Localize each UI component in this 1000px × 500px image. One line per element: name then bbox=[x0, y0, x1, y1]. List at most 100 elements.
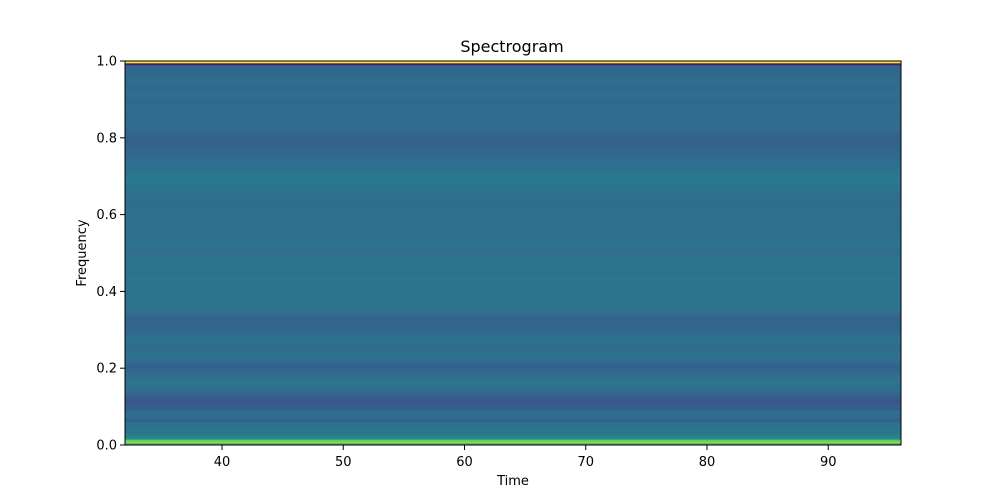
heatmap-band bbox=[125, 260, 901, 265]
heatmap-band bbox=[125, 64, 901, 70]
heatmap-band bbox=[125, 337, 901, 342]
heatmap-band bbox=[125, 183, 901, 189]
heatmap-band bbox=[125, 322, 901, 327]
x-tick-label: 50 bbox=[335, 455, 352, 470]
plot-frame bbox=[124, 60, 902, 446]
heatmap-band bbox=[125, 141, 901, 146]
heatmap-band bbox=[125, 226, 901, 231]
heatmap-band bbox=[125, 372, 901, 377]
heatmap-band bbox=[125, 168, 901, 173]
heatmap-band bbox=[125, 341, 901, 346]
heatmap-band bbox=[125, 218, 901, 223]
heatmap-band bbox=[125, 329, 901, 335]
heatmap-band bbox=[125, 118, 901, 123]
heatmap-band bbox=[125, 437, 901, 440]
heatmap-band bbox=[125, 164, 901, 169]
heatmap-band bbox=[125, 203, 901, 208]
y-tick-label: 0.8 bbox=[96, 131, 117, 146]
heatmap-band bbox=[125, 130, 901, 135]
heatmap-band bbox=[125, 153, 901, 158]
heatmap-band bbox=[125, 233, 901, 239]
heatmap-band bbox=[125, 360, 901, 365]
y-tick-label: 0.6 bbox=[96, 208, 117, 223]
heatmap-band bbox=[125, 302, 901, 308]
heatmap-band bbox=[125, 283, 901, 288]
heatmap-band bbox=[125, 245, 901, 250]
heatmap-band bbox=[125, 61, 901, 64]
x-tick-label: 90 bbox=[820, 455, 837, 470]
heatmap-band bbox=[125, 310, 901, 315]
heatmap-band bbox=[125, 299, 901, 304]
heatmap-band bbox=[125, 107, 901, 112]
y-axis-ticks: 0.0 0.2 0.4 0.6 0.8 1.0 bbox=[96, 55, 125, 454]
heatmap-band bbox=[125, 62, 901, 66]
heatmap-band bbox=[125, 95, 901, 100]
heatmap-band bbox=[125, 295, 901, 300]
heatmap-band bbox=[125, 160, 901, 166]
heatmap-band bbox=[125, 249, 901, 254]
heatmap-band bbox=[125, 395, 901, 400]
heatmap-band bbox=[125, 180, 901, 185]
heatmap-band bbox=[125, 256, 901, 262]
heatmap-band bbox=[125, 268, 901, 273]
x-tick-label: 60 bbox=[456, 455, 473, 470]
heatmap-band bbox=[125, 368, 901, 373]
heatmap-band bbox=[125, 103, 901, 108]
heatmap-band bbox=[125, 114, 901, 119]
y-tick-label: 0.0 bbox=[96, 439, 117, 454]
heatmap-band bbox=[125, 176, 901, 181]
heatmap-band bbox=[125, 206, 901, 212]
heatmap-band bbox=[125, 87, 901, 93]
heatmap-band bbox=[125, 349, 901, 354]
y-tick-label: 0.2 bbox=[96, 362, 117, 377]
heatmap-band bbox=[125, 375, 901, 381]
heatmap-band bbox=[125, 410, 901, 415]
heatmap-band bbox=[125, 137, 901, 143]
heatmap-band bbox=[125, 425, 901, 431]
heatmap-band bbox=[125, 356, 901, 361]
heatmap-band bbox=[125, 145, 901, 150]
heatmap-band bbox=[125, 325, 901, 331]
heatmap-band bbox=[125, 149, 901, 154]
heatmap-band bbox=[125, 406, 901, 411]
heatmap-band bbox=[125, 84, 901, 89]
y-axis-label: Frequency bbox=[75, 219, 90, 286]
heatmap-band bbox=[125, 291, 901, 296]
heatmap-band bbox=[125, 441, 901, 444]
heatmap-band bbox=[125, 314, 901, 319]
heatmap-band bbox=[125, 76, 901, 81]
heatmap-band bbox=[125, 172, 901, 177]
heatmap-band bbox=[125, 433, 901, 436]
heatmap-band bbox=[125, 237, 901, 242]
heatmap-band bbox=[125, 187, 901, 192]
heatmap-band bbox=[125, 402, 901, 407]
x-axis-ticks: 40 50 60 70 80 90 bbox=[214, 445, 837, 470]
heatmap-band bbox=[125, 345, 901, 350]
heatmap-band bbox=[125, 318, 901, 323]
heatmap-band bbox=[125, 387, 901, 392]
heatmap-band bbox=[125, 443, 901, 446]
heatmap-band bbox=[125, 133, 901, 139]
heatmap-band bbox=[125, 435, 901, 438]
heatmap-band bbox=[125, 287, 901, 292]
heatmap-band bbox=[125, 414, 901, 419]
heatmap-band bbox=[125, 222, 901, 227]
heatmap-band bbox=[125, 306, 901, 311]
heatmap-band bbox=[125, 110, 901, 116]
heatmap-band bbox=[125, 99, 901, 104]
heatmap-band bbox=[125, 383, 901, 388]
heatmap-band bbox=[125, 80, 901, 85]
x-tick-label: 70 bbox=[577, 455, 594, 470]
x-axis-label: Time bbox=[496, 474, 529, 489]
heatmap-band bbox=[125, 391, 901, 396]
heatmap-band bbox=[125, 199, 901, 204]
heatmap-band bbox=[125, 68, 901, 73]
y-tick-label: 1.0 bbox=[96, 55, 117, 70]
heatmap-band bbox=[125, 210, 901, 215]
heatmap-band bbox=[125, 229, 901, 235]
heatmap-band bbox=[125, 195, 901, 200]
chart-title: Spectrogram bbox=[460, 37, 563, 56]
heatmap-band bbox=[125, 72, 901, 77]
heatmap-band bbox=[125, 253, 901, 258]
